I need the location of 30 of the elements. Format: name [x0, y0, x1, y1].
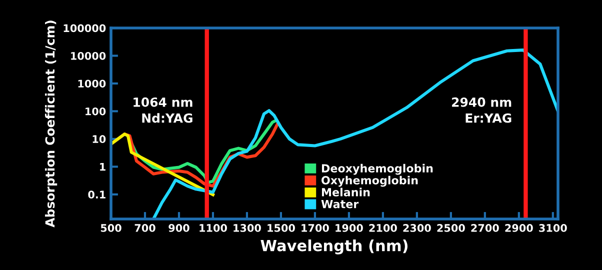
x-tick-label: 1700 [302, 224, 329, 232]
x-tick-label: 1300 [234, 224, 261, 232]
x-tick-label: 2700 [471, 224, 499, 232]
x-tick-label: 700 [134, 224, 156, 232]
x-tick-label: 2100 [369, 224, 397, 232]
x-tick-label: 2500 [437, 224, 465, 232]
legend-label: Deoxyhemoglobin [322, 164, 433, 175]
ref-line-label: 2940 nm Er:YAG [452, 97, 512, 123]
legend-label: Water [321, 200, 359, 208]
legend-label: Melanin [322, 188, 370, 196]
x-tick-label: 1500 [268, 224, 295, 232]
legend-label: Oxyhemoglobin [322, 176, 418, 187]
x-tick-label: 1900 [336, 224, 363, 232]
x-tick-label: 3100 [539, 224, 567, 232]
y-tick-label: 100 [86, 107, 106, 116]
x-tick-label: 500 [100, 224, 122, 232]
x-tick-label: 1100 [200, 224, 227, 232]
x-axis-title: Wavelength (nm) [260, 240, 408, 254]
y-tick-label: 1 [100, 163, 106, 171]
line-series [111, 132, 215, 196]
y-tick-label: 1000 [78, 80, 106, 88]
y-tick-label: 0.1 [88, 190, 106, 199]
y-tick-label: 100000 [64, 24, 106, 32]
x-tick-label: 2900 [505, 224, 533, 232]
ref-line-label: 1064 nm Nd:YAG [134, 97, 192, 123]
x-tick-label: 900 [168, 224, 190, 232]
y-tick-label: 10 [92, 135, 106, 144]
y-axis-title: Absorption Coefficient (1/cm) [45, 20, 58, 228]
y-tick-label: 10000 [71, 52, 106, 60]
x-tick-label: 2300 [403, 224, 431, 232]
